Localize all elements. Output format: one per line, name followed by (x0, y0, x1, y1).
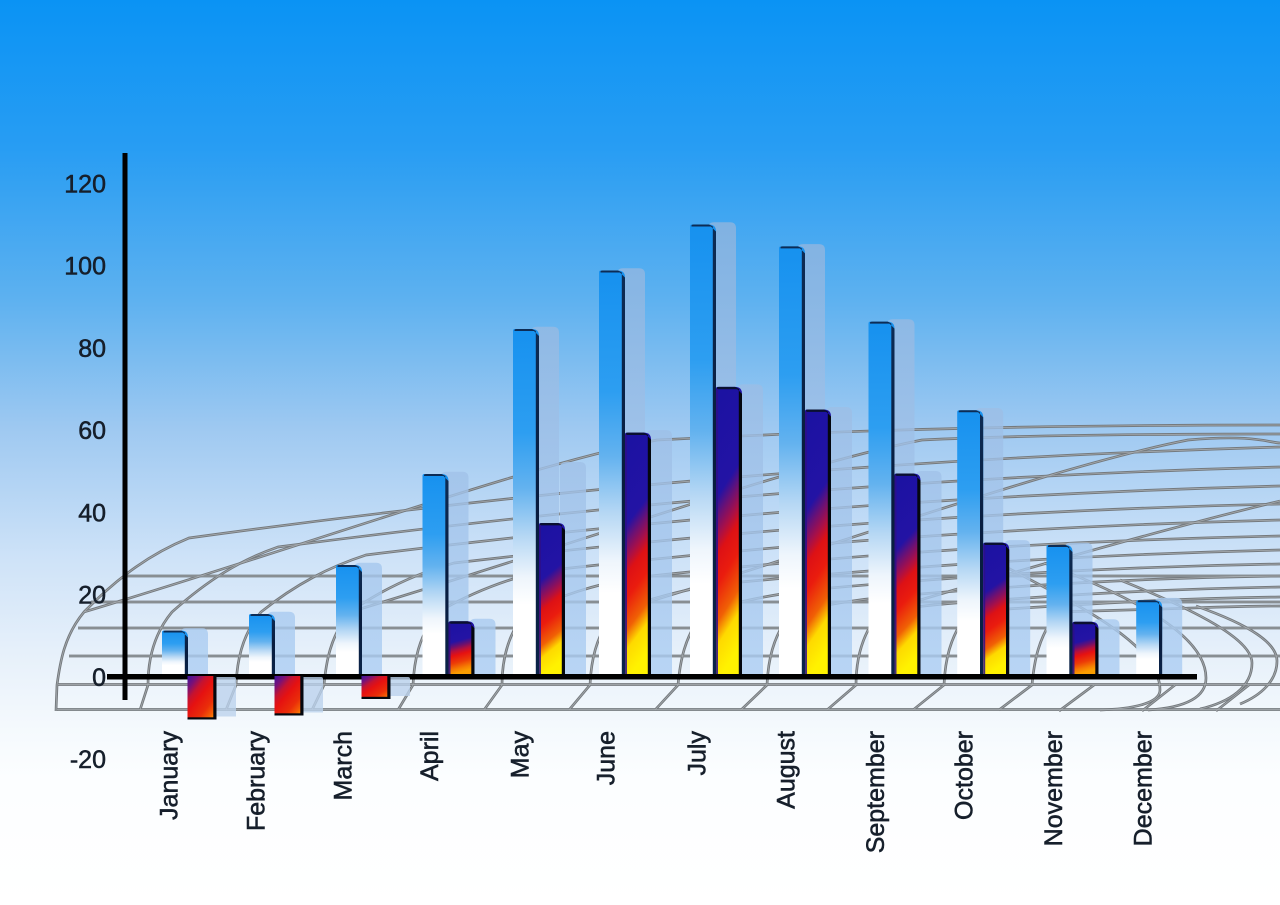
svg-text:September: September (862, 731, 890, 853)
svg-text:April: April (416, 731, 444, 781)
svg-text:60: 60 (78, 417, 106, 445)
svg-text:January: January (155, 731, 183, 820)
svg-text:40: 40 (78, 499, 106, 527)
svg-text:20: 20 (78, 582, 106, 610)
svg-text:120: 120 (64, 170, 106, 198)
svg-text:-20: -20 (70, 746, 106, 774)
svg-text:0: 0 (92, 664, 106, 692)
svg-text:80: 80 (78, 335, 106, 363)
svg-text:March: March (329, 731, 357, 800)
svg-text:100: 100 (64, 253, 106, 281)
svg-text:February: February (242, 731, 270, 832)
svg-text:December: December (1130, 731, 1158, 846)
svg-text:November: November (1040, 731, 1068, 846)
svg-text:October: October (951, 731, 979, 820)
svg-text:May: May (506, 731, 534, 779)
svg-text:August: August (772, 731, 800, 809)
svg-text:July: July (683, 731, 711, 776)
svg-text:June: June (592, 731, 620, 785)
